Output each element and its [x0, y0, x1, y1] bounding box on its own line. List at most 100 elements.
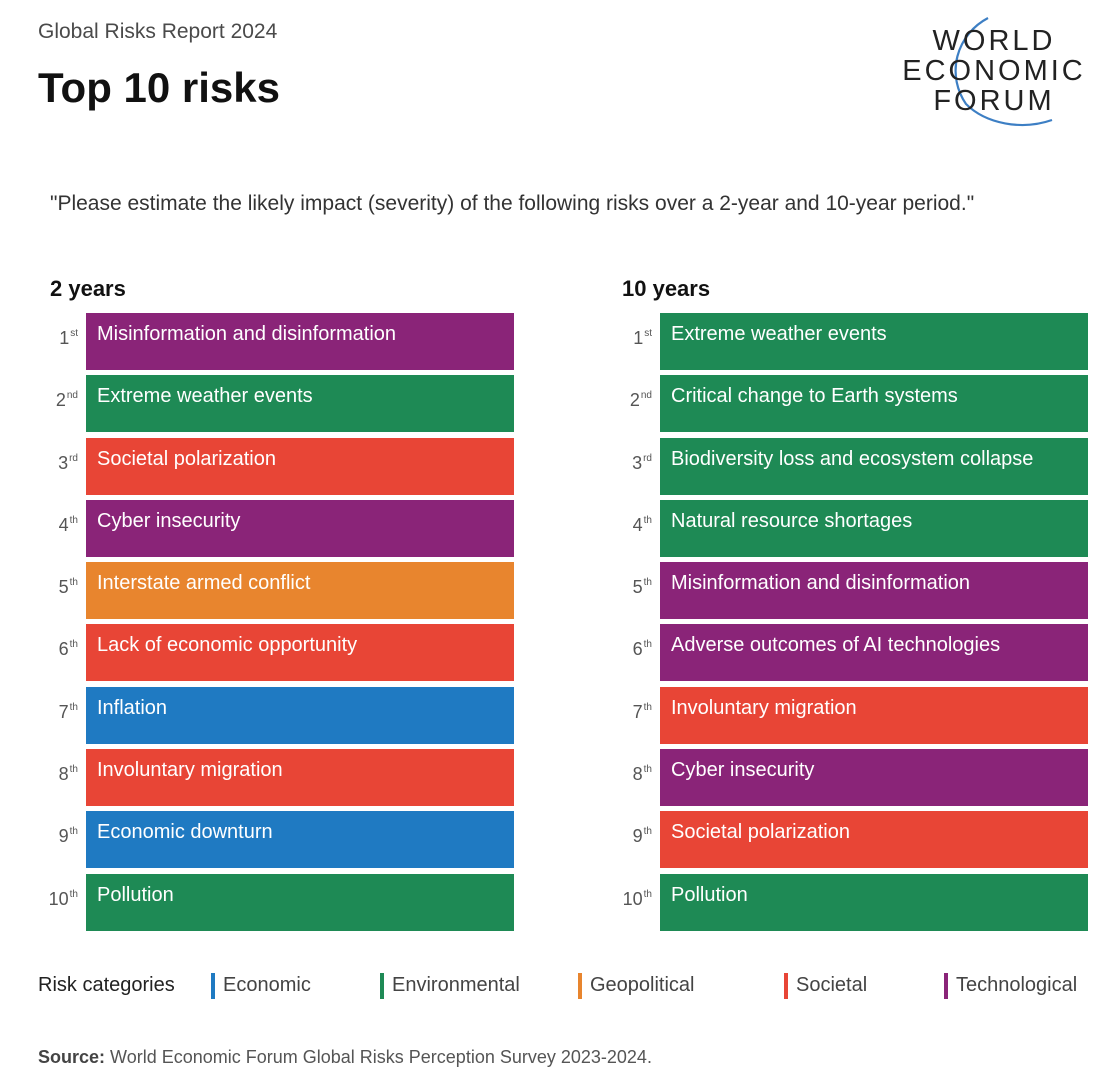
risk-row: 4th Cyber insecurity: [36, 499, 514, 557]
logo-line-world: WORLD: [932, 25, 1056, 57]
rank-suffix: th: [69, 514, 78, 526]
rank-value: 10: [622, 888, 643, 909]
rank-number: 1st: [36, 313, 78, 370]
rank-number: 3rd: [610, 438, 652, 495]
rank-value: 7: [632, 701, 643, 722]
risk-row: 2nd Critical change to Earth systems: [610, 375, 1088, 433]
rank-value: 9: [58, 826, 69, 847]
risk-bar: Cyber insecurity: [86, 499, 514, 557]
rank-number: 1st: [610, 313, 652, 370]
rank-number: 3rd: [36, 438, 78, 495]
survey-question: "Please estimate the likely impact (seve…: [50, 192, 975, 215]
risk-bar: Lack of economic opportunity: [86, 624, 514, 682]
rank-value: 8: [632, 764, 643, 785]
rank-suffix: th: [69, 639, 78, 651]
rank-number: 9th: [610, 811, 652, 868]
rank-suffix: th: [643, 764, 652, 776]
rank-value: 2: [629, 390, 640, 411]
legend-text-environmental: Environmental: [392, 974, 520, 996]
risk-row: 3rd Societal polarization: [36, 437, 514, 495]
rank-suffix: nd: [640, 390, 652, 402]
rank-suffix: th: [643, 514, 652, 526]
rank-value: 5: [58, 577, 69, 598]
rank-value: 3: [632, 452, 643, 473]
legend-swatch-technological: [944, 973, 948, 999]
risk-row: 8th Involuntary migration: [36, 749, 514, 807]
rank-suffix: th: [69, 888, 78, 900]
risk-bar: Pollution: [86, 873, 514, 931]
rank-number: 8th: [36, 749, 78, 806]
rank-suffix: th: [69, 826, 78, 838]
risk-row: 2nd Extreme weather events: [36, 375, 514, 433]
ranking-2-years: 1st Misinformation and disinformation 2nd E…: [36, 313, 514, 936]
risk-bar: Involuntary migration: [86, 749, 514, 807]
legend-text-geopolitical: Geopolitical: [590, 974, 695, 996]
rank-suffix: st: [70, 328, 78, 339]
rank-number: 4th: [610, 500, 652, 557]
risk-bar: Cyber insecurity: [660, 749, 1088, 807]
rank-number: 2nd: [610, 375, 652, 432]
risk-row: 10th Pollution: [610, 873, 1088, 931]
rank-value: 6: [58, 639, 69, 660]
rank-suffix: th: [643, 701, 652, 713]
risk-bar: Interstate armed conflict: [86, 562, 514, 620]
risk-bar: Biodiversity loss and ecosystem collapse: [660, 437, 1088, 495]
risk-row: 3rd Biodiversity loss and ecosystem colla…: [610, 437, 1088, 495]
rank-number: 5th: [610, 562, 652, 619]
rank-number: 7th: [610, 687, 652, 744]
legend-swatch-economic: [211, 973, 215, 999]
rank-value: 1: [633, 328, 644, 348]
risk-bar: Economic downturn: [86, 811, 514, 869]
rank-value: 7: [58, 701, 69, 722]
rank-suffix: th: [69, 577, 78, 589]
risk-bar: Societal polarization: [660, 811, 1088, 869]
report-label: Global Risks Report 2024: [38, 20, 278, 43]
risk-row: 9th Economic downturn: [36, 811, 514, 869]
rank-number: 7th: [36, 687, 78, 744]
rank-suffix: th: [643, 639, 652, 651]
rank-number: 5th: [36, 562, 78, 619]
rank-value: 5: [632, 577, 643, 598]
risk-row: 10th Pollution: [36, 873, 514, 931]
legend-text-economic: Economic: [223, 974, 311, 996]
risk-bar: Pollution: [660, 873, 1088, 931]
rank-suffix: st: [644, 328, 652, 339]
rank-suffix: th: [643, 826, 652, 838]
risk-bar: Adverse outcomes of AI technologies: [660, 624, 1088, 682]
risk-bar: Critical change to Earth systems: [660, 375, 1088, 433]
rank-value: 8: [58, 764, 69, 785]
legend-text-technological: Technological: [956, 974, 1078, 996]
rank-number: 2nd: [36, 375, 78, 432]
risk-row: 7th Inflation: [36, 686, 514, 744]
heading-10-years: 10 years: [622, 276, 711, 301]
rank-suffix: th: [69, 764, 78, 776]
risk-bar: Societal polarization: [86, 437, 514, 495]
risk-bar: Inflation: [86, 686, 514, 744]
rank-suffix: th: [69, 701, 78, 713]
legend-swatch-societal: [784, 973, 788, 999]
rank-value: 6: [632, 639, 643, 660]
rank-number: 9th: [36, 811, 78, 868]
risk-row: 5th Misinformation and disinformation: [610, 562, 1088, 620]
risk-bar: Misinformation and disinformation: [86, 313, 514, 370]
source-text: World Economic Forum Global Risks Percep…: [105, 1047, 652, 1067]
rank-value: 1: [59, 328, 70, 348]
heading-2-years: 2 years: [50, 276, 126, 301]
risk-row: 7th Involuntary migration: [610, 686, 1088, 744]
logo-arc-icon: [954, 17, 1053, 126]
rank-suffix: rd: [643, 452, 652, 464]
logo-line-economic: ECONOMIC: [902, 55, 1086, 87]
rank-value: 4: [632, 514, 643, 535]
legend-text-societal: Societal: [796, 974, 868, 996]
risk-row: 9th Societal polarization: [610, 811, 1088, 869]
legend-swatch-environmental: [380, 973, 384, 999]
risk-row: 5th Interstate armed conflict: [36, 562, 514, 620]
risk-legend: Risk categories Economic Environmental G…: [38, 972, 1098, 1000]
risk-row: 1st Misinformation and disinformation: [36, 313, 514, 370]
legend-label: Risk categories: [38, 974, 175, 996]
rank-value: 4: [58, 514, 69, 535]
legend-swatch-geopolitical: [578, 973, 582, 999]
risk-row: 4th Natural resource shortages: [610, 499, 1088, 557]
risk-bar: Extreme weather events: [660, 313, 1088, 370]
source-prefix: Source:: [38, 1047, 106, 1067]
